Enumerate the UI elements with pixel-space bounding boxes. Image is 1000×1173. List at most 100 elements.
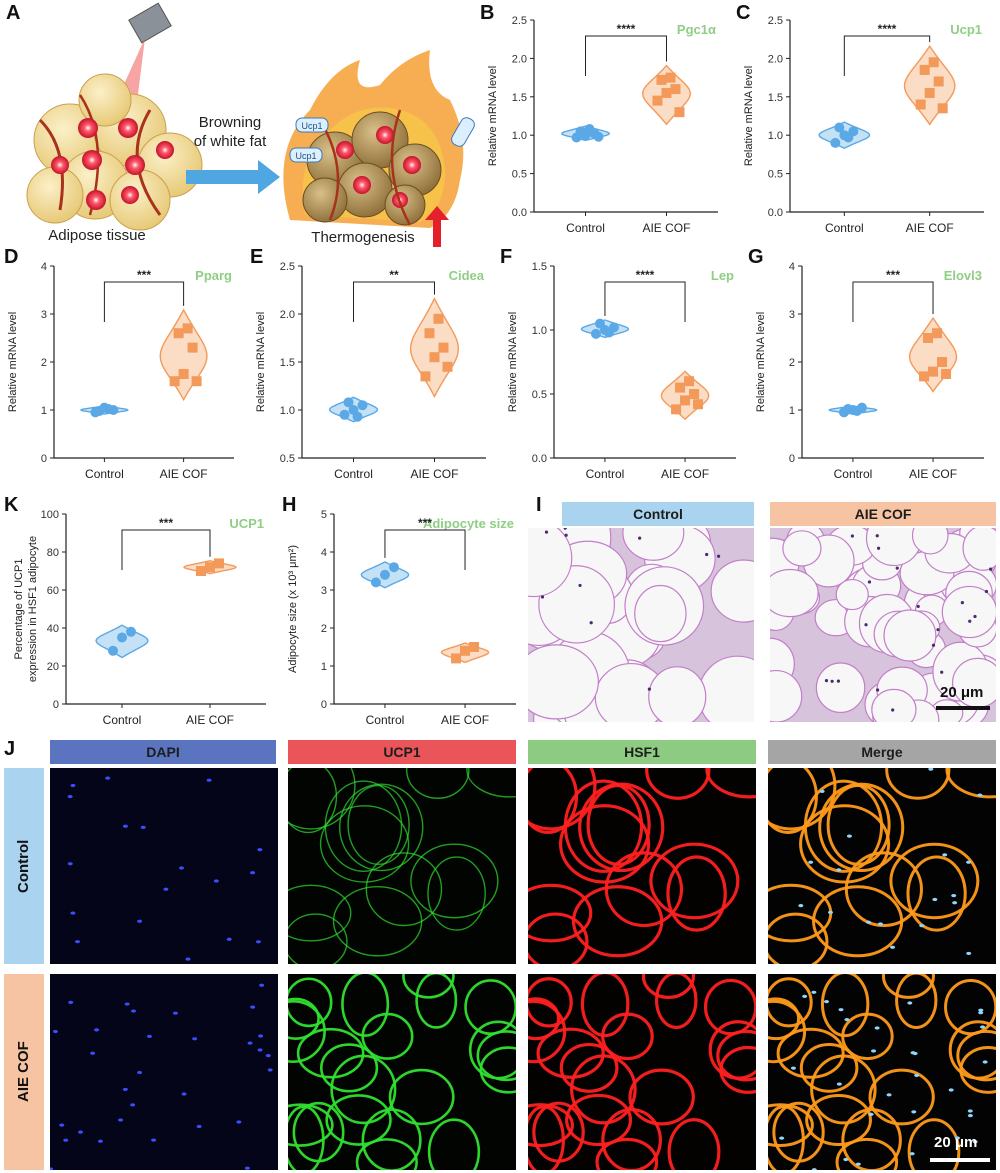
adipocyte-cell (815, 662, 866, 714)
data-point-aie (937, 357, 948, 367)
fluor-image-aie-cof-hsf1 (528, 974, 756, 1170)
nucleus-dot (868, 1112, 874, 1116)
cell-membrane (805, 1093, 872, 1147)
significance-bracket (384, 529, 466, 570)
x-tick-label: AIE COF (906, 221, 954, 235)
nucleus-dot (250, 871, 256, 875)
cell-membrane (628, 1068, 695, 1126)
adipocyte-cell (911, 528, 949, 555)
y-axis-label: expression in HSF1 adipocyte (27, 536, 39, 682)
fluor-image-aie-cof-dapi (50, 974, 278, 1170)
nucleus-dot (122, 824, 128, 828)
data-point-aie (670, 84, 681, 95)
nucleus-dot (838, 1008, 844, 1012)
data-point-aie (675, 382, 686, 393)
nucleus-dot (811, 1168, 817, 1170)
y-tick-label: 5 (321, 509, 327, 521)
chart-g: 0 1 2 3 4 Control AIE COF Relative mRNA level El… (755, 261, 984, 481)
y-tick-label: 2.0 (280, 309, 295, 321)
cell-membrane (528, 999, 567, 1064)
y-tick-label: 4 (789, 261, 795, 273)
histology-aie-image (770, 528, 996, 722)
x-tick-label: AIE COF (909, 467, 957, 481)
panel-a-schematic: Ucp1 Ucp1 Browning of white fat Adipose … (26, 2, 475, 247)
significance-stars: *** (137, 268, 151, 282)
y-tick-label: 1.0 (532, 325, 547, 337)
data-point-aie (671, 404, 682, 415)
data-point-control (590, 328, 601, 339)
nucleus-dot (977, 793, 983, 797)
nucleus-dot (130, 1103, 136, 1107)
cell-membrane (705, 768, 756, 799)
y-tick-label: 3 (41, 309, 47, 321)
nucleus-dot (980, 1025, 986, 1029)
y-tick-label: 1.0 (512, 130, 527, 142)
nucleus-dot (978, 1008, 984, 1012)
y-tick-label: 1.5 (532, 261, 547, 273)
data-point-aie (693, 399, 704, 410)
cell-membrane (820, 974, 870, 1038)
nucleus-dot (267, 1068, 273, 1072)
nucleus-dot (960, 601, 964, 605)
significance-stars: *** (159, 516, 173, 530)
nucleus-dot (790, 1066, 796, 1070)
cell-membrane (604, 851, 684, 928)
chart-h: 0 1 2 3 4 5 Control AIE COF Adipocyte size (x 10… (287, 509, 516, 727)
nucleus-dot (257, 848, 263, 852)
data-point-aie (460, 645, 471, 656)
nucleus-dot (877, 922, 883, 926)
data-point-control (126, 626, 136, 637)
nucleus-dot (968, 619, 972, 623)
cell-membrane (479, 1046, 516, 1094)
adipocyte-cell (528, 644, 599, 720)
nucleus-dot (185, 957, 191, 961)
panel-letter-k: K (4, 494, 19, 516)
cell-membrane (841, 1012, 894, 1061)
fluor-image-control-merge (768, 768, 996, 964)
y-tick-label: 2.5 (512, 15, 527, 27)
nucleus-dot (70, 911, 76, 915)
nucleus-dot (951, 893, 957, 898)
fluor-row-label-aie: AIE COF (4, 974, 44, 1170)
nucleus-dot (867, 580, 872, 584)
nucleus-dot (865, 920, 871, 924)
up-arrow-icon (425, 206, 449, 247)
panel-letter-f: F (500, 246, 513, 268)
nucleus-dot (972, 1140, 978, 1144)
y-tick-label: 60 (47, 585, 59, 597)
cell-membrane (288, 884, 352, 942)
data-point-control (584, 124, 595, 135)
cell-membrane (649, 842, 740, 920)
x-tick-label: Control (586, 467, 625, 481)
data-point-aie (196, 566, 206, 576)
nucleus-dot (70, 783, 76, 788)
fluor-image-control-hsf1 (528, 768, 756, 964)
nucleus-dot (876, 546, 881, 550)
y-tick-label: 1.5 (512, 92, 527, 104)
data-point-aie (429, 352, 440, 363)
data-point-aie (182, 323, 193, 334)
data-point-aie (656, 74, 667, 85)
nucleus-dot (811, 990, 817, 994)
nucleus-dot (75, 940, 81, 944)
cell-membrane (719, 1045, 756, 1094)
nucleus-dot (875, 688, 880, 692)
chart-f: 0.0 0.5 1.0 1.5 Control AIE COF Relative mRNA … (507, 261, 736, 481)
nucleus-dot (936, 628, 940, 632)
data-point-aie (652, 95, 663, 106)
cell-membrane (388, 1068, 455, 1126)
nucleus-dot (226, 937, 232, 941)
fluor-header-hsf1: HSF1 (528, 740, 756, 764)
x-tick-label: Control (834, 467, 873, 481)
significance-stars: **** (617, 22, 636, 36)
chart-title: Pgc1α (677, 22, 716, 37)
y-tick-label: 0.5 (280, 453, 295, 465)
panel-letter-h: H (282, 494, 297, 516)
nucleus-dot (911, 1110, 917, 1114)
data-point-control (357, 400, 368, 411)
thermogenesis-label: Thermogenesis (311, 229, 414, 246)
chart-title: Ucp1 (950, 22, 982, 37)
nucleus-dot (942, 853, 948, 857)
fluor-header-ucp1: UCP1 (288, 740, 516, 764)
significance-bracket (843, 35, 931, 76)
